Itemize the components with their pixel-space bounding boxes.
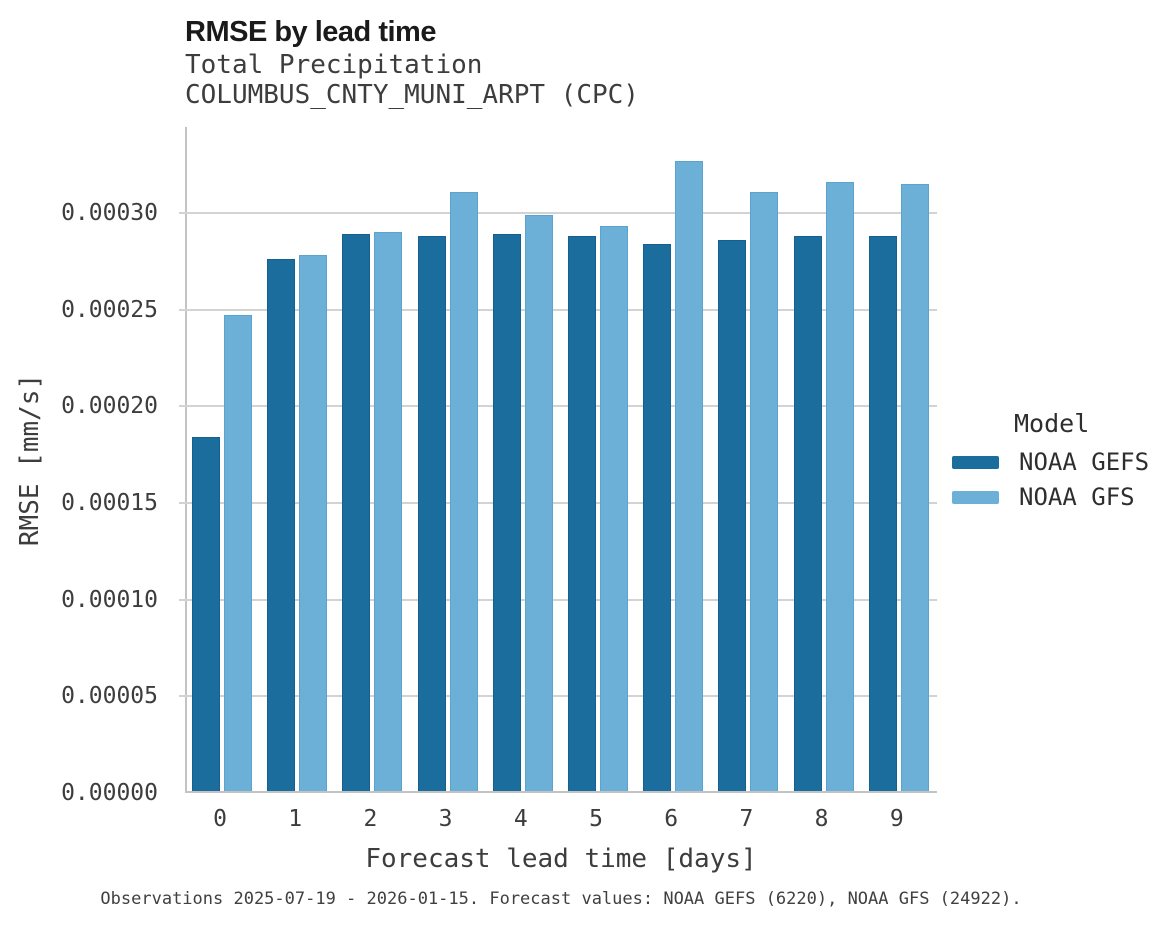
x-tick-label: 3 <box>438 806 453 832</box>
y-gridline <box>179 212 937 214</box>
y-tick-label: 0.00015 <box>61 490 158 516</box>
x-tick-label: 9 <box>889 806 904 832</box>
y-tick-label: 0.00000 <box>61 780 158 806</box>
y-gridline <box>179 502 937 504</box>
legend-swatch-noaa-gefs <box>952 455 999 469</box>
subtitle-line-1: Total Precipitation <box>185 50 483 80</box>
bar-noaa-gfs-day-1 <box>299 255 328 791</box>
x-tick-label: 1 <box>288 806 303 832</box>
y-tick-label: 0.00010 <box>61 586 158 613</box>
x-tick-label: 6 <box>664 806 679 832</box>
y-gridline <box>179 405 937 408</box>
y-tick-label: 0.00005 <box>61 683 158 710</box>
legend-item-noaa-gfs: NOAA GFS <box>952 483 1175 511</box>
bar-noaa-gfs-day-5 <box>600 226 628 791</box>
bar-noaa-gefs-day-5 <box>568 236 596 791</box>
bar-noaa-gfs-day-4 <box>524 215 553 791</box>
bar-noaa-gfs-day-8 <box>825 182 854 791</box>
plot-area <box>179 127 937 793</box>
bar-noaa-gefs-day-0 <box>192 437 220 791</box>
x-tick-label: 8 <box>814 806 829 832</box>
bar-noaa-gefs-day-6 <box>643 244 672 791</box>
x-tick-label: 0 <box>213 806 227 832</box>
y-tick-label: 0.00030 <box>61 200 158 226</box>
y-tick-label: 0.00025 <box>61 296 158 323</box>
bar-noaa-gefs-day-2 <box>342 234 371 791</box>
legend: Model NOAA GEFS NOAA GFS <box>952 409 1175 511</box>
legend-items: NOAA GEFS NOAA GFS <box>952 448 1175 511</box>
x-tick-label: 2 <box>363 806 378 832</box>
legend-label-noaa-gfs: NOAA GFS <box>1019 483 1135 511</box>
chart-title: RMSE by lead time <box>185 16 436 48</box>
bar-noaa-gefs-day-4 <box>492 234 521 791</box>
bar-noaa-gefs-day-1 <box>267 259 296 791</box>
bar-noaa-gfs-day-9 <box>900 184 929 791</box>
y-gridline <box>179 598 937 601</box>
bar-noaa-gefs-day-3 <box>417 236 446 791</box>
legend-item-noaa-gefs: NOAA GEFS <box>952 448 1175 476</box>
chart-subtitle: Total Precipitation COLUMBUS_CNTY_MUNI_AR… <box>185 50 639 110</box>
x-tick-label: 4 <box>513 806 528 832</box>
footer-caption: Observations 2025-07-19 - 2026-01-15. Fo… <box>100 889 1022 909</box>
bar-noaa-gfs-day-3 <box>449 192 478 791</box>
legend-swatch-noaa-gfs <box>952 490 999 504</box>
x-tick-label: 7 <box>739 806 754 832</box>
subtitle-line-2: COLUMBUS_CNTY_MUNI_ARPT (CPC) <box>185 79 639 110</box>
legend-label-noaa-gefs: NOAA GEFS <box>1019 448 1150 476</box>
x-tick-label: 5 <box>589 806 603 832</box>
bar-noaa-gfs-day-7 <box>750 192 779 791</box>
x-axis-title: Forecast lead time [days] <box>365 844 757 874</box>
legend-title: Model <box>1014 409 1090 438</box>
bar-noaa-gfs-day-6 <box>675 161 704 791</box>
y-gridline <box>179 308 937 311</box>
bar-noaa-gefs-day-8 <box>793 236 822 791</box>
bar-noaa-gfs-day-2 <box>374 232 403 791</box>
bar-noaa-gfs-day-0 <box>224 315 252 791</box>
bar-noaa-gefs-day-9 <box>868 236 897 791</box>
y-gridline <box>179 695 937 698</box>
y-tick-label: 0.00020 <box>61 393 158 420</box>
bar-noaa-gefs-day-7 <box>718 240 747 791</box>
